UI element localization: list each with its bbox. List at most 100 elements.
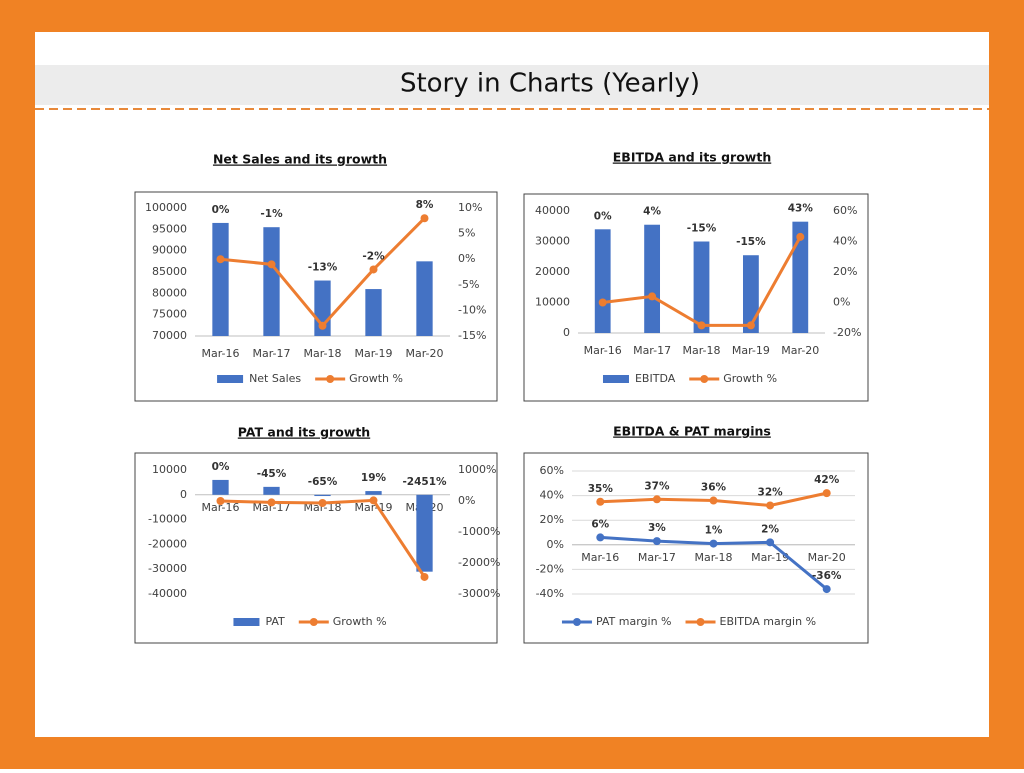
chart-title: EBITDA & PAT margins (613, 424, 771, 439)
data-label: 43% (788, 203, 814, 215)
y-tick-label: -20% (536, 562, 564, 575)
data-label: -1% (260, 208, 283, 220)
data-label: -65% (308, 476, 338, 488)
x-tick-label: Mar-16 (201, 501, 239, 514)
bar (416, 494, 433, 572)
data-label: 3% (648, 522, 666, 534)
y2-tick-label: 0% (833, 296, 850, 309)
marker (216, 255, 225, 264)
data-label: -45% (257, 468, 287, 480)
data-label: -15% (736, 236, 766, 248)
y2-tick-label: -5% (458, 278, 479, 291)
bar (416, 261, 433, 336)
data-label: 19% (361, 472, 387, 484)
chart-title: Net Sales and its growth (213, 152, 387, 167)
bar (742, 255, 759, 333)
marker (709, 496, 718, 505)
y2-tick-label: 1000% (458, 463, 496, 476)
y-tick-label: 40% (540, 489, 564, 502)
marker (648, 292, 657, 301)
marker (697, 321, 706, 330)
title-bar (35, 65, 989, 105)
marker (652, 495, 661, 504)
legend-label: EBITDA (635, 372, 676, 385)
legend-label: PAT margin % (596, 615, 672, 628)
data-label: -36% (812, 570, 842, 582)
x-tick-label: Mar-19 (732, 344, 770, 357)
marker (796, 232, 805, 241)
y-tick-label: 75000 (152, 308, 187, 321)
bar (314, 494, 331, 497)
y-tick-label: 100000 (145, 201, 187, 214)
y-tick-label: 40000 (535, 204, 570, 217)
data-label: 0% (212, 204, 230, 216)
marker (267, 260, 276, 269)
data-label: 37% (644, 480, 670, 492)
data-label: -2% (362, 250, 385, 262)
marker (746, 321, 755, 330)
data-label: 32% (758, 486, 784, 498)
bar (263, 486, 280, 495)
y2-tick-label: 60% (833, 204, 857, 217)
y2-tick-label: 20% (833, 265, 857, 278)
legend-label: Growth % (333, 615, 387, 628)
y2-tick-label: -20% (833, 326, 861, 339)
legend-marker (696, 618, 705, 626)
x-tick-label: Mar-17 (633, 344, 671, 357)
y-tick-label: -30000 (148, 562, 187, 575)
y2-tick-label: 10% (458, 201, 482, 214)
y-tick-label: 10000 (535, 296, 570, 309)
data-label: -15% (687, 223, 717, 235)
chart-frame (134, 452, 498, 644)
marker (318, 321, 327, 330)
legend-swatch (602, 375, 629, 383)
chart-frame (523, 452, 869, 644)
x-tick-label: Mar-18 (303, 347, 341, 360)
marker (596, 533, 605, 542)
legend-swatch (233, 618, 260, 626)
y-tick-label: 20% (540, 513, 564, 526)
marker (216, 497, 225, 505)
marker (420, 214, 429, 223)
y-tick-label: 30000 (535, 235, 570, 248)
legend-marker (309, 618, 318, 626)
y2-tick-label: -3000% (458, 587, 500, 600)
y2-tick-label: 40% (833, 235, 857, 248)
bar (212, 479, 229, 495)
bar (212, 222, 229, 336)
bar (365, 491, 382, 495)
x-tick-label: Mar-16 (584, 344, 622, 357)
slide-title: Story in Charts (Yearly) (400, 69, 700, 99)
bar (644, 224, 661, 333)
y-tick-label: 0 (563, 326, 570, 339)
data-label: 2% (761, 523, 779, 535)
bar (365, 289, 382, 336)
legend-label: Net Sales (249, 372, 301, 385)
bar (792, 221, 809, 333)
y2-tick-label: -10% (458, 303, 486, 316)
marker (596, 497, 605, 506)
y-tick-label: -10000 (148, 513, 187, 526)
y-tick-label: 20000 (535, 265, 570, 278)
data-label: 4% (643, 206, 661, 218)
y-tick-label: 60% (540, 464, 564, 477)
x-tick-label: Mar-16 (201, 347, 239, 360)
x-tick-label: Mar-17 (252, 347, 290, 360)
data-label: 42% (814, 474, 840, 486)
y2-tick-label: -2000% (458, 556, 500, 569)
data-label: 6% (591, 518, 609, 530)
legend-swatch (217, 375, 244, 383)
legend-marker (572, 618, 581, 626)
marker (766, 538, 775, 547)
y2-tick-label: 0% (458, 252, 475, 265)
y2-tick-label: 0% (458, 494, 475, 507)
y-tick-label: 0% (547, 538, 564, 551)
data-label: 1% (705, 525, 723, 537)
marker (598, 298, 607, 307)
data-label: 35% (588, 483, 614, 495)
data-label: 0% (594, 210, 612, 222)
bar (693, 241, 710, 333)
legend-label: PAT (265, 615, 285, 628)
y-tick-label: 70000 (152, 329, 187, 342)
legend-marker (700, 375, 709, 383)
